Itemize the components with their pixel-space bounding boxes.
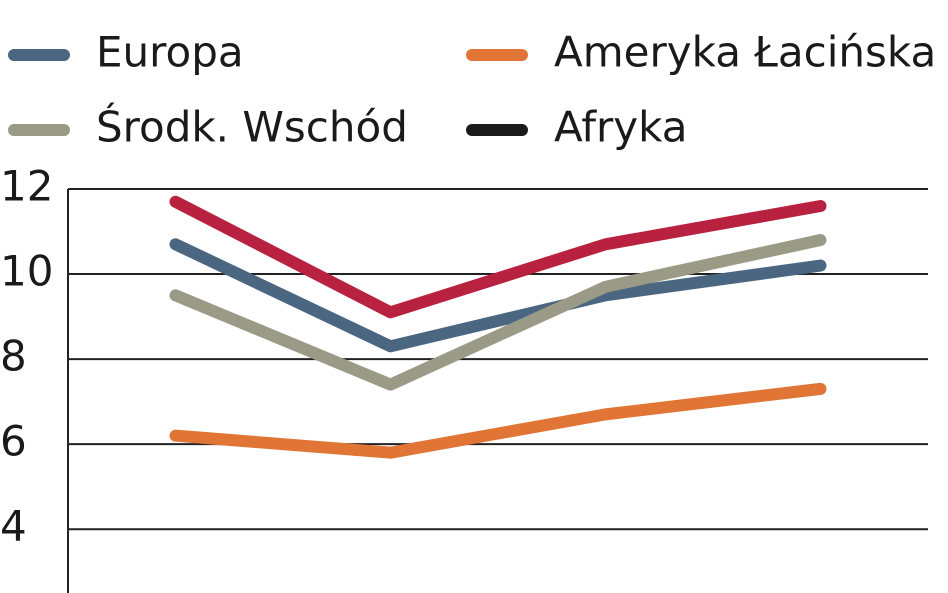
series-line (169, 238, 827, 353)
legend-label: Europa (96, 28, 244, 77)
legend-label: Afryka (554, 103, 687, 152)
y-tick-label: 6 (0, 417, 27, 466)
series-line (169, 234, 827, 391)
y-tick-label: 8 (0, 332, 27, 381)
legend-label: Ameryka Łacińska (554, 28, 936, 77)
legend-label: Środk. Wschód (96, 102, 408, 152)
series-line (169, 382, 827, 459)
series-line (169, 195, 827, 319)
y-tick-label: 12 (0, 162, 53, 211)
y-tick-label: 4 (0, 502, 27, 551)
y-tick-label: 10 (0, 247, 53, 296)
